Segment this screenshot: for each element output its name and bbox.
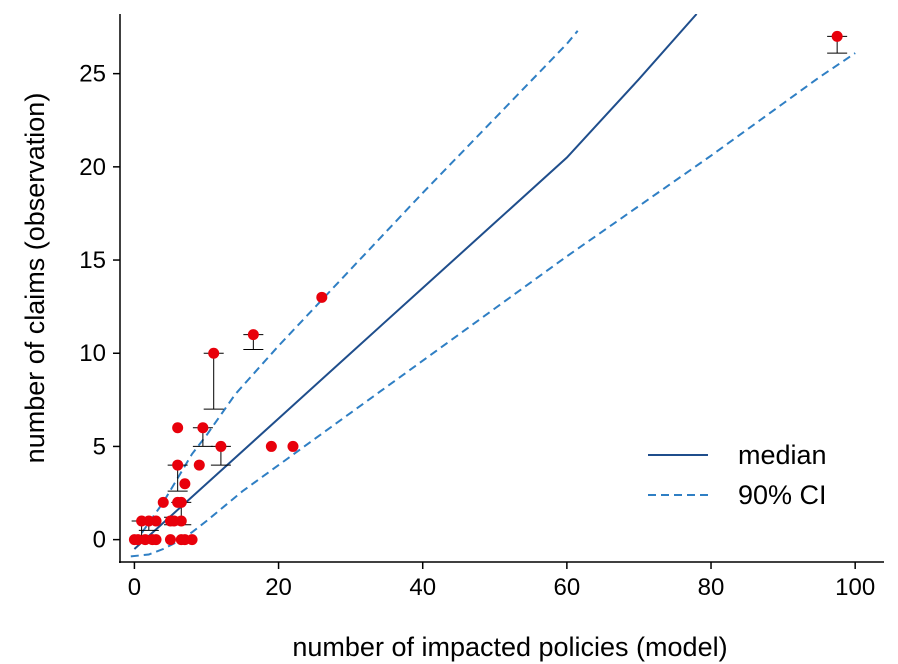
x-tick-label: 20 [265, 574, 292, 601]
data-point [157, 496, 169, 508]
data-point [164, 534, 176, 546]
data-point [316, 291, 328, 303]
data-point [193, 459, 205, 471]
x-tick-label: 60 [554, 574, 581, 601]
data-point [287, 440, 299, 452]
legend-median-label: median [738, 440, 827, 470]
y-tick-label: 20 [79, 154, 106, 181]
y-tick-label: 5 [93, 433, 106, 460]
data-point [172, 459, 184, 471]
data-point [215, 440, 227, 452]
data-point [150, 534, 162, 546]
data-point [175, 515, 187, 527]
data-point [175, 496, 187, 508]
data-point [150, 515, 162, 527]
x-tick-label: 100 [835, 574, 875, 601]
x-tick-label: 0 [128, 574, 141, 601]
legend: median 90% CI [648, 440, 827, 510]
x-tick-label: 40 [409, 574, 436, 601]
data-point [172, 422, 184, 434]
error-bar [203, 352, 224, 410]
y-tick-label: 10 [79, 340, 106, 367]
data-point [197, 422, 209, 434]
legend-ci-label: 90% CI [738, 480, 827, 510]
data-point [179, 478, 191, 490]
data-point [831, 30, 843, 42]
y-tick-label: 0 [93, 527, 106, 554]
x-tick-label: 80 [698, 574, 725, 601]
y-tick-label: 15 [79, 247, 106, 274]
median-line [133, 14, 698, 550]
lines-group [130, 14, 856, 558]
data-point [208, 347, 220, 359]
data-point [265, 440, 277, 452]
x-axis-label: number of impacted policies (model) [292, 632, 727, 662]
data-point [247, 329, 259, 341]
y-tick-label: 25 [79, 61, 106, 88]
y-axis-label: number of claims (observation) [20, 93, 50, 464]
data-point [186, 534, 198, 546]
